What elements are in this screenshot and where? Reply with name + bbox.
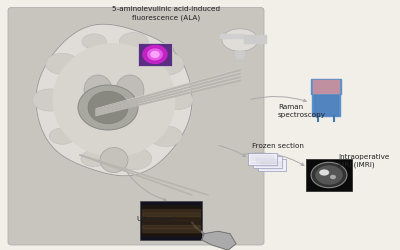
Ellipse shape [315,165,343,185]
Ellipse shape [84,75,112,105]
Circle shape [147,52,184,75]
Ellipse shape [100,148,128,172]
Polygon shape [151,52,159,57]
Polygon shape [142,229,200,232]
Circle shape [32,89,68,111]
Polygon shape [36,24,192,176]
FancyBboxPatch shape [253,156,282,168]
Polygon shape [142,221,200,224]
Ellipse shape [116,75,144,105]
Circle shape [119,32,148,50]
Text: Ultrasound: Ultrasound [136,216,176,222]
Polygon shape [313,80,339,92]
Polygon shape [142,233,200,236]
FancyBboxPatch shape [258,159,286,171]
Circle shape [46,53,79,74]
Ellipse shape [78,85,138,130]
Circle shape [163,90,193,110]
Text: Raman
spectroscopy: Raman spectroscopy [278,104,326,118]
Ellipse shape [319,170,329,175]
Ellipse shape [88,91,128,124]
FancyBboxPatch shape [8,8,264,245]
Polygon shape [235,51,245,59]
FancyBboxPatch shape [138,42,172,66]
Circle shape [116,147,152,170]
Polygon shape [244,35,266,42]
Circle shape [49,128,75,144]
Circle shape [81,150,108,167]
Polygon shape [202,231,236,250]
Polygon shape [148,49,162,60]
Polygon shape [311,79,341,94]
Text: Frozen section: Frozen section [252,143,304,149]
Polygon shape [312,94,340,116]
Polygon shape [53,44,175,156]
Polygon shape [142,209,200,212]
Polygon shape [220,34,244,38]
Polygon shape [142,217,200,220]
Polygon shape [142,225,200,228]
Ellipse shape [311,162,347,188]
FancyBboxPatch shape [248,153,277,165]
Circle shape [149,126,182,146]
Polygon shape [143,46,167,63]
FancyBboxPatch shape [140,201,202,240]
Polygon shape [314,95,338,115]
Text: Intraoperative
MRI (iMRI): Intraoperative MRI (iMRI) [338,154,389,168]
Ellipse shape [330,175,336,179]
Text: 5-aminolevulinic acid-induced
fluorescence (ALA): 5-aminolevulinic acid-induced fluorescen… [112,6,220,21]
FancyBboxPatch shape [306,159,352,191]
Polygon shape [142,213,200,216]
Circle shape [222,29,258,51]
Circle shape [82,34,106,49]
Polygon shape [142,205,200,208]
